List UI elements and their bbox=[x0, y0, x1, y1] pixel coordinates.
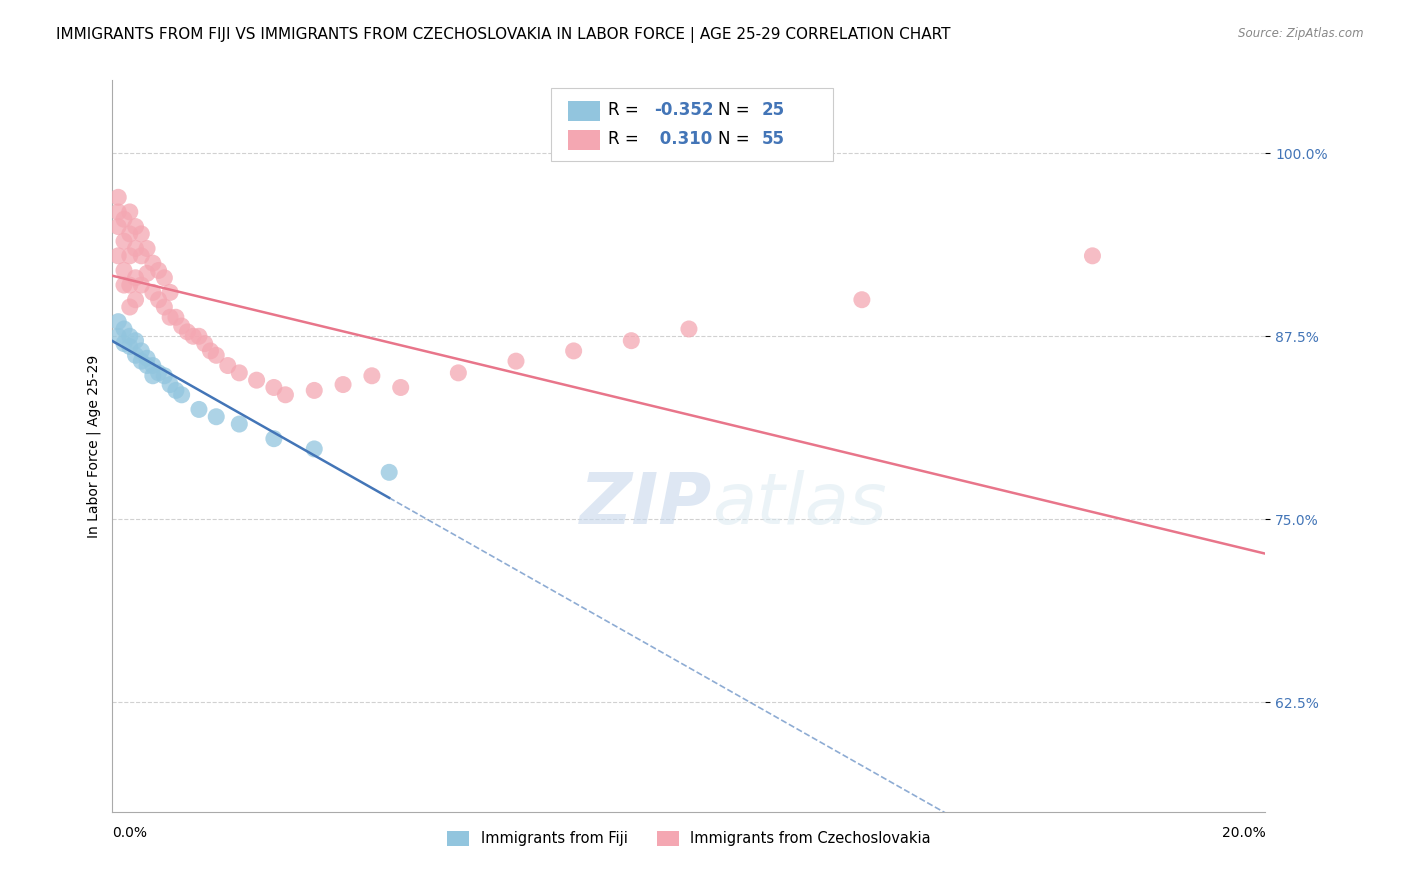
Point bbox=[112, 322, 135, 336]
Text: ZIP: ZIP bbox=[579, 470, 711, 539]
Point bbox=[228, 366, 250, 380]
Point bbox=[378, 466, 401, 480]
Point bbox=[107, 190, 129, 204]
Point bbox=[136, 266, 159, 280]
Point bbox=[136, 242, 159, 256]
Point bbox=[112, 234, 135, 248]
Point bbox=[188, 329, 211, 343]
Point bbox=[129, 227, 153, 241]
Point bbox=[142, 368, 165, 383]
Point bbox=[124, 348, 146, 362]
Point bbox=[153, 300, 176, 314]
Point bbox=[153, 368, 176, 383]
Point bbox=[112, 336, 135, 351]
Point bbox=[124, 242, 146, 256]
Point bbox=[263, 432, 285, 446]
Point bbox=[142, 256, 165, 270]
Point bbox=[159, 377, 181, 392]
Point bbox=[447, 366, 470, 380]
Point bbox=[200, 343, 222, 358]
Point bbox=[1226, 848, 1249, 863]
Point bbox=[194, 336, 217, 351]
Point bbox=[153, 270, 176, 285]
Point bbox=[678, 322, 700, 336]
Point bbox=[124, 270, 146, 285]
Point bbox=[165, 384, 187, 398]
Point bbox=[112, 212, 135, 227]
Point bbox=[124, 219, 146, 234]
Point bbox=[505, 354, 527, 368]
Point bbox=[107, 205, 129, 219]
Text: 55: 55 bbox=[762, 129, 785, 148]
Point bbox=[170, 388, 193, 402]
Point bbox=[136, 359, 159, 373]
Point bbox=[148, 293, 170, 307]
Point bbox=[170, 319, 193, 334]
Point bbox=[118, 300, 141, 314]
Legend: Immigrants from Fiji, Immigrants from Czechoslovakia: Immigrants from Fiji, Immigrants from Cz… bbox=[441, 825, 936, 852]
FancyBboxPatch shape bbox=[551, 87, 832, 161]
Point bbox=[274, 388, 297, 402]
Point bbox=[124, 293, 146, 307]
Point bbox=[118, 329, 141, 343]
Point bbox=[304, 442, 326, 456]
Text: Source: ZipAtlas.com: Source: ZipAtlas.com bbox=[1239, 27, 1364, 40]
Point bbox=[142, 285, 165, 300]
Point bbox=[181, 329, 204, 343]
Point bbox=[136, 351, 159, 366]
Point bbox=[159, 285, 181, 300]
Point bbox=[332, 377, 354, 392]
Point bbox=[263, 380, 285, 394]
Point bbox=[304, 384, 326, 398]
Point bbox=[107, 329, 129, 343]
Point bbox=[112, 278, 135, 293]
Point bbox=[107, 219, 129, 234]
Point bbox=[129, 343, 153, 358]
Text: -0.352: -0.352 bbox=[654, 101, 714, 119]
Point bbox=[129, 249, 153, 263]
Bar bbox=[568, 130, 600, 151]
Bar bbox=[568, 101, 600, 121]
Text: 0.0%: 0.0% bbox=[112, 826, 148, 840]
Point bbox=[129, 278, 153, 293]
Point bbox=[205, 348, 228, 362]
Text: N =: N = bbox=[718, 129, 755, 148]
Point bbox=[107, 249, 129, 263]
Point bbox=[165, 310, 187, 325]
Point bbox=[118, 227, 141, 241]
Point bbox=[360, 368, 382, 383]
Point bbox=[112, 263, 135, 277]
Text: 0.310: 0.310 bbox=[654, 129, 713, 148]
Point bbox=[118, 278, 141, 293]
Text: 25: 25 bbox=[762, 101, 785, 119]
Point bbox=[188, 402, 211, 417]
Text: R =: R = bbox=[609, 129, 644, 148]
Y-axis label: In Labor Force | Age 25-29: In Labor Force | Age 25-29 bbox=[87, 354, 101, 538]
Point bbox=[1081, 249, 1104, 263]
Point bbox=[129, 354, 153, 368]
Point bbox=[107, 315, 129, 329]
Point bbox=[118, 249, 141, 263]
Point bbox=[389, 380, 412, 394]
Point bbox=[118, 205, 141, 219]
Point bbox=[148, 263, 170, 277]
Point bbox=[159, 310, 181, 325]
Point bbox=[124, 334, 146, 348]
Point bbox=[217, 359, 239, 373]
Text: N =: N = bbox=[718, 101, 755, 119]
Point bbox=[142, 359, 165, 373]
Text: 20.0%: 20.0% bbox=[1222, 826, 1265, 840]
Point bbox=[176, 325, 198, 339]
Point bbox=[118, 339, 141, 353]
Text: IMMIGRANTS FROM FIJI VS IMMIGRANTS FROM CZECHOSLOVAKIA IN LABOR FORCE | AGE 25-2: IMMIGRANTS FROM FIJI VS IMMIGRANTS FROM … bbox=[56, 27, 950, 43]
Point bbox=[228, 417, 250, 431]
Point bbox=[205, 409, 228, 424]
Point bbox=[562, 343, 585, 358]
Text: atlas: atlas bbox=[711, 470, 887, 539]
Point bbox=[246, 373, 269, 387]
Point bbox=[851, 293, 873, 307]
Point bbox=[148, 366, 170, 380]
Text: R =: R = bbox=[609, 101, 644, 119]
Point bbox=[620, 334, 643, 348]
